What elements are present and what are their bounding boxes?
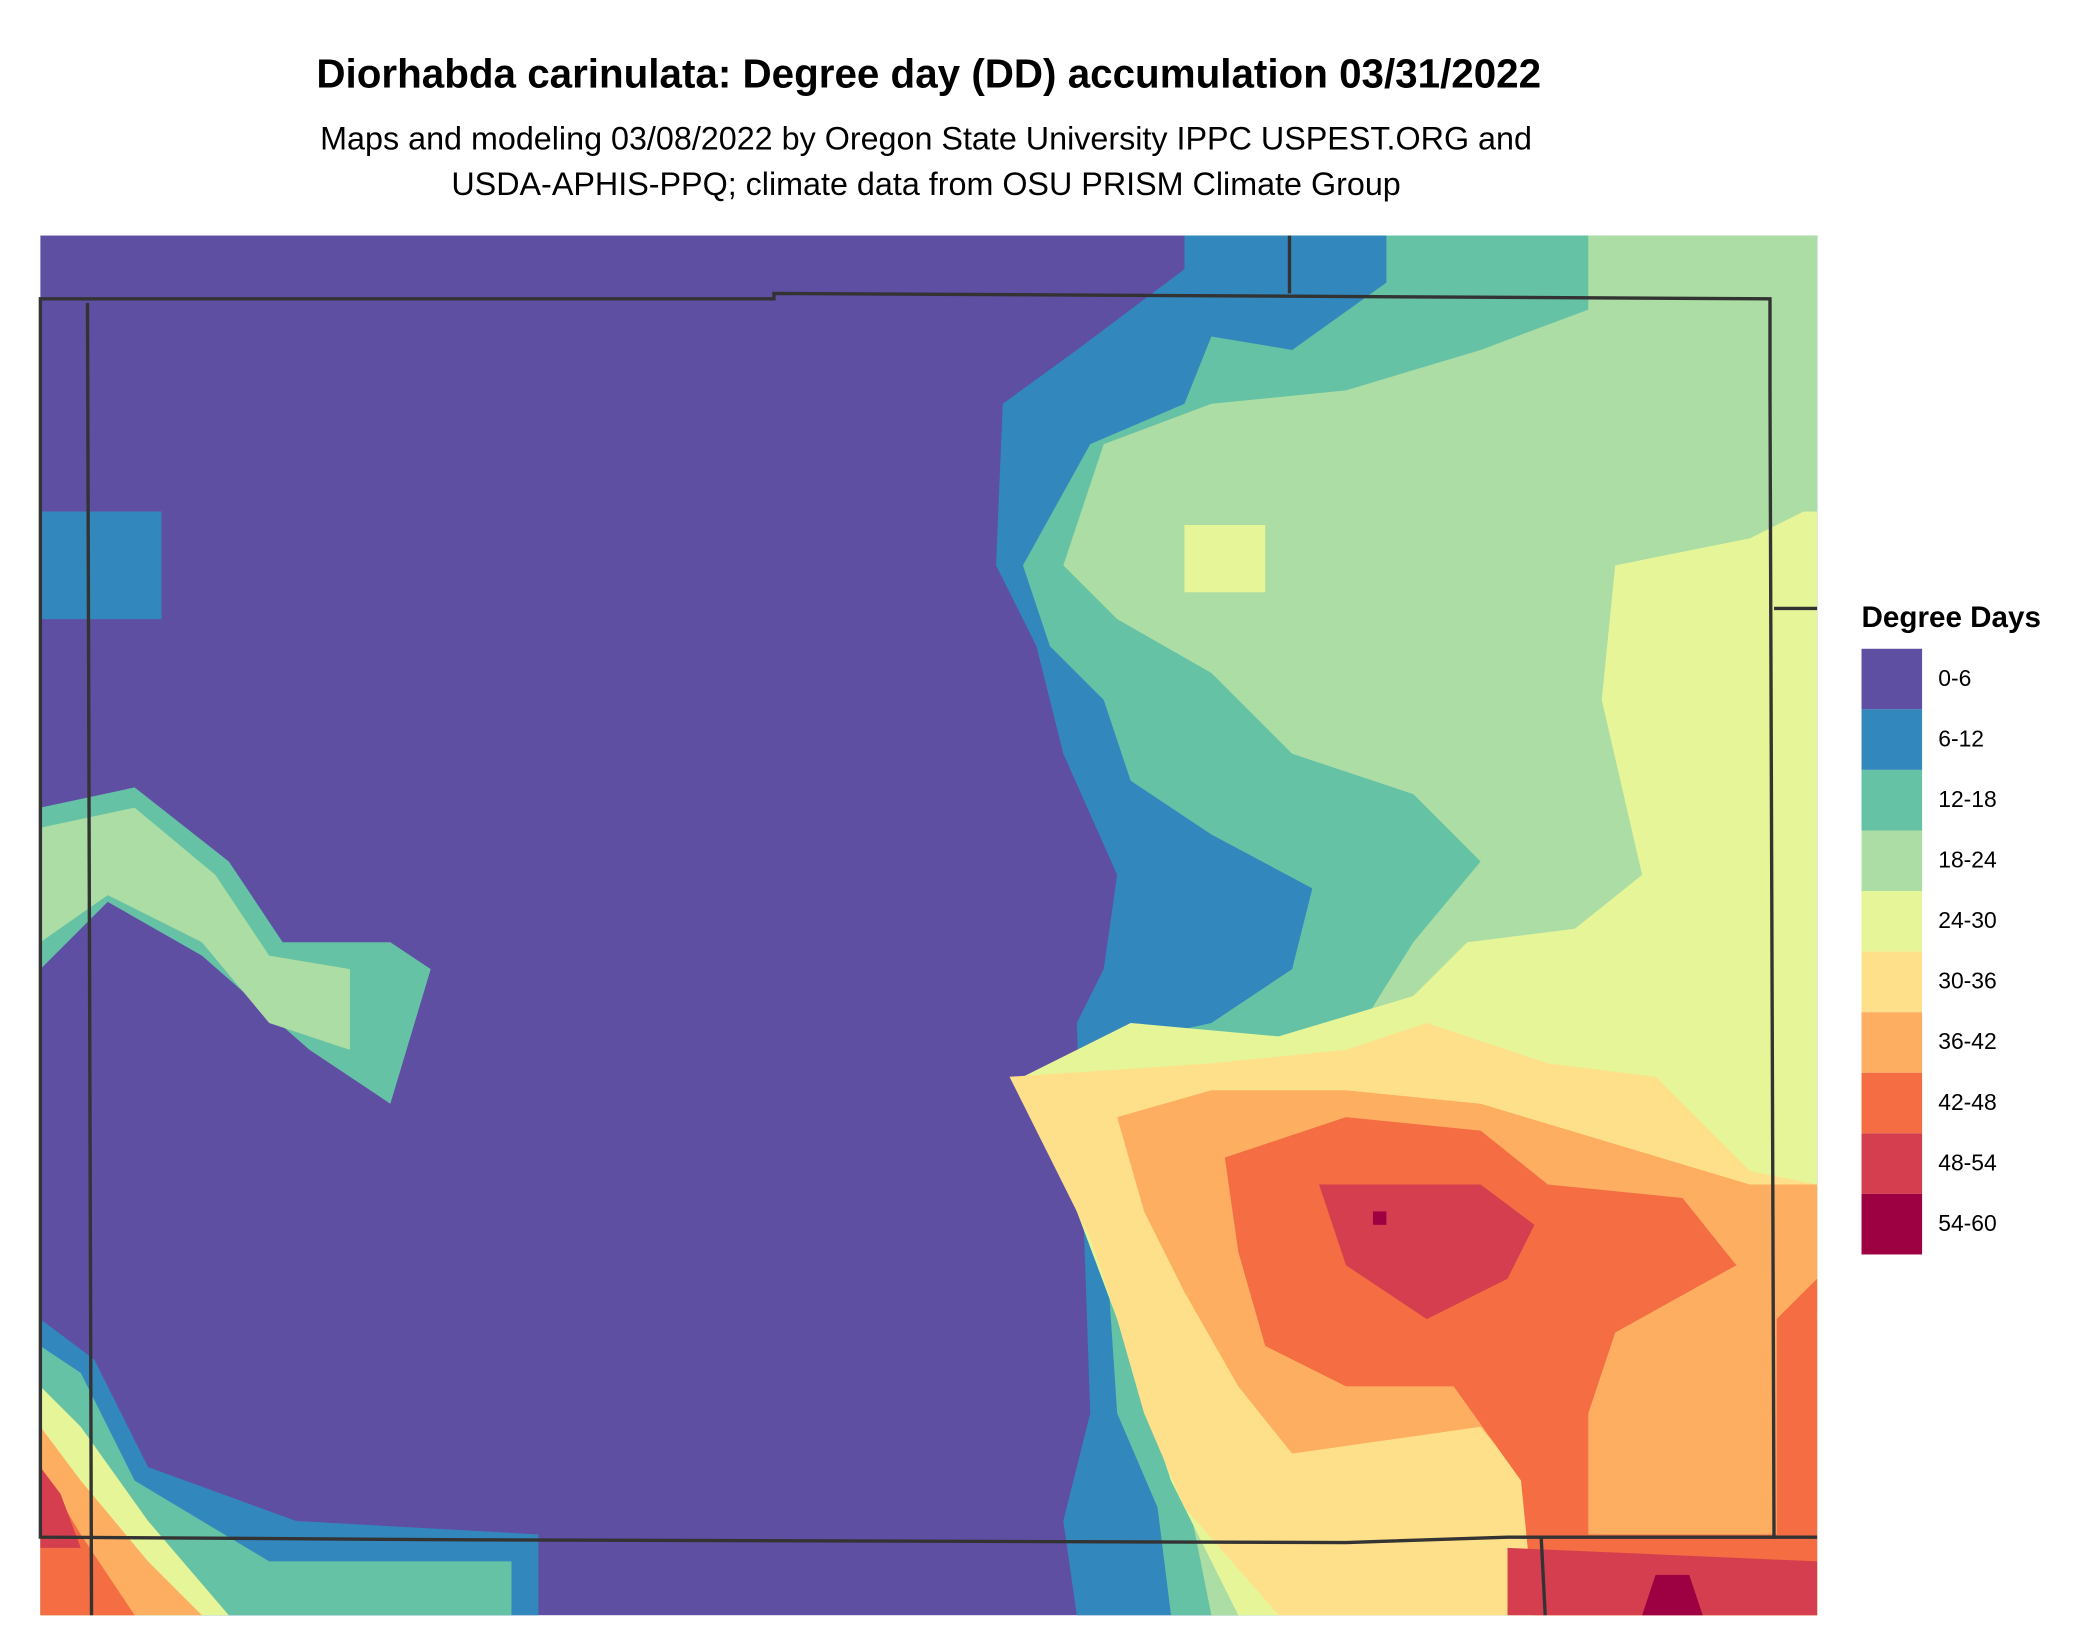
legend-label: 12-18	[1938, 786, 1997, 812]
subtitle: Maps and modeling 03/08/2022 by Oregon S…	[320, 120, 1532, 156]
legend-swatch	[1861, 891, 1923, 952]
region	[40, 1467, 135, 1616]
boundaries	[38, 235, 1818, 1616]
title: Diorhabda carinulata: Degree day (DD) ac…	[316, 50, 1541, 96]
region	[1184, 524, 1266, 593]
legend-label: 54-60	[1938, 1210, 1997, 1236]
boundary-line	[85, 302, 94, 1616]
legend-swatch	[1861, 1012, 1923, 1073]
legend-label: 0-6	[1938, 665, 1971, 691]
legend: 0-6 6-12 12-18 18-24 24-30 30-36 36-42 42-48 48-…	[1861, 648, 1997, 1255]
legend-label: 42-48	[1938, 1089, 1997, 1115]
legend-swatch	[1861, 709, 1923, 770]
legend-swatch	[1861, 951, 1923, 1013]
figure-group: Diorhabda carinulata: Degree day (DD) ac…	[38, 50, 2041, 1616]
region	[40, 807, 350, 1050]
legend-label: 36-42	[1938, 1028, 1997, 1054]
map-raster	[40, 235, 1818, 1616]
region	[1372, 1211, 1387, 1225]
legend-swatch	[1861, 830, 1923, 892]
region	[1642, 1574, 1703, 1616]
boundary-line	[1539, 1537, 1547, 1616]
legend-swatch	[1861, 1193, 1923, 1255]
legend-swatch	[1861, 1072, 1923, 1134]
legend-title: Degree Days	[1862, 601, 2041, 634]
legend-label: 18-24	[1938, 846, 1997, 872]
legend-swatch	[1861, 648, 1923, 710]
subtitle: USDA-APHIS-PPQ; climate data from OSU PR…	[451, 166, 1400, 202]
region	[40, 1467, 81, 1548]
legend-label: 6-12	[1938, 725, 1984, 751]
legend-label: 48-54	[1938, 1149, 1997, 1175]
legend-swatch	[1861, 1133, 1923, 1194]
legend-swatch	[1861, 769, 1923, 831]
legend-label: 24-30	[1938, 907, 1997, 933]
legend-label: 30-36	[1938, 968, 1997, 994]
region	[40, 511, 162, 620]
